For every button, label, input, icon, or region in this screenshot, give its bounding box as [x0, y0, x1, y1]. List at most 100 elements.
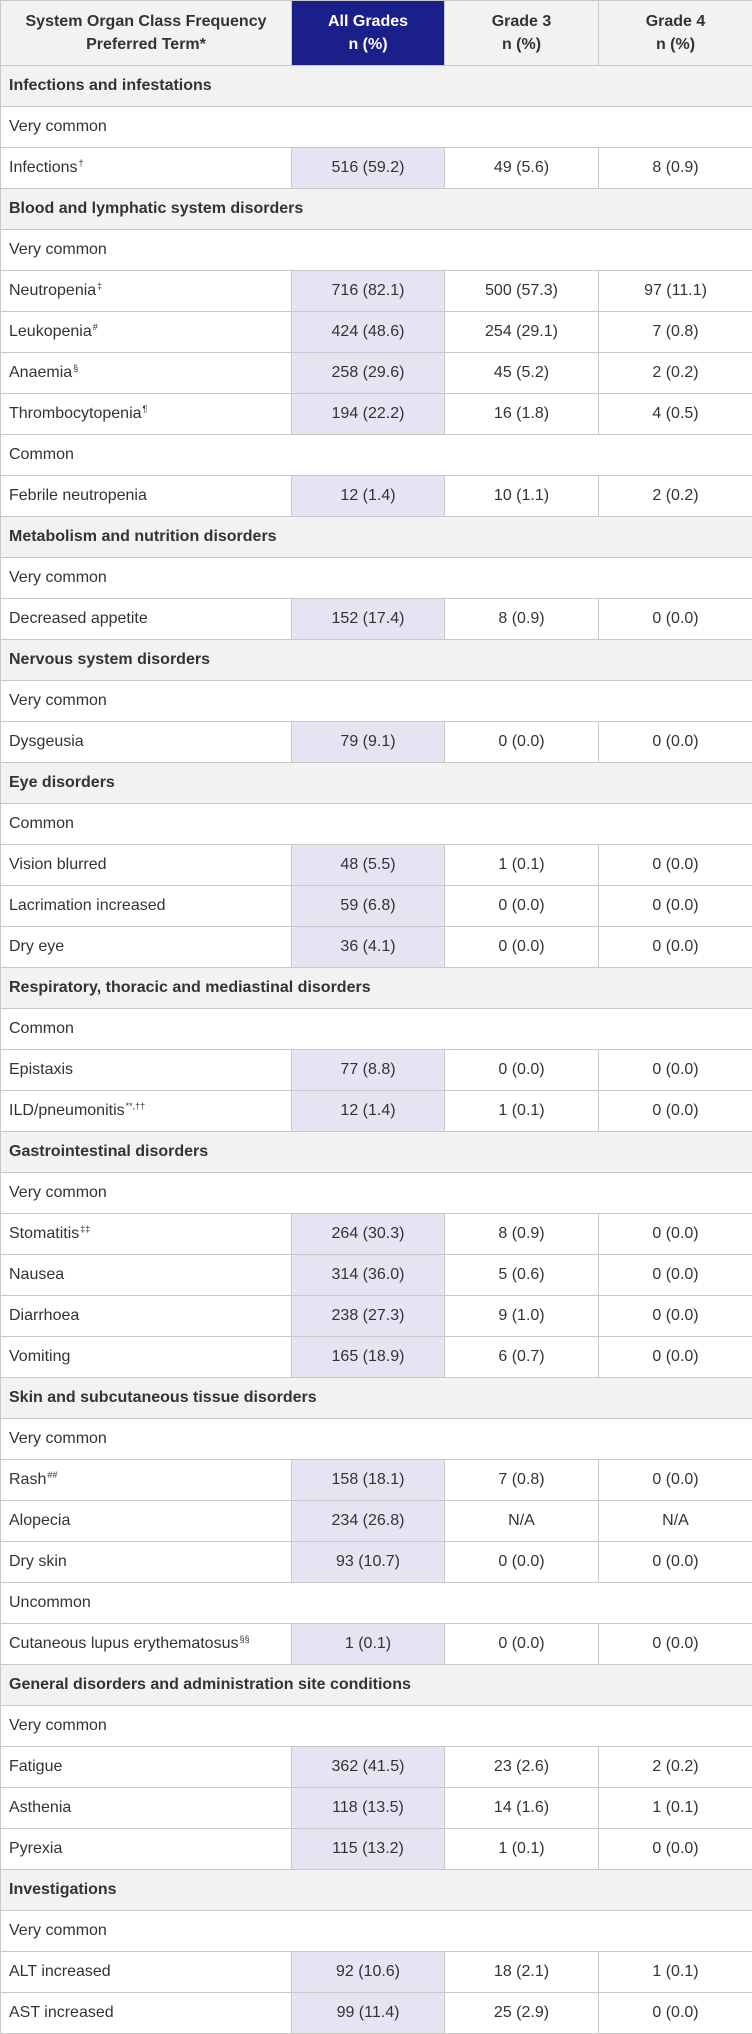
preferred-term: Stomatitis	[9, 1225, 79, 1242]
grade-3-value: 16 (1.8)	[445, 394, 599, 435]
preferred-term-cell: Epistaxis	[1, 1050, 292, 1091]
system-organ-class-row: Eye disorders	[1, 763, 752, 804]
preferred-term-cell: Leukopenia#	[1, 312, 292, 353]
preferred-term-cell: Dry skin	[1, 1542, 292, 1583]
table-row: Febrile neutropenia 12 (1.4)10 (1.1)2 (0.…	[1, 476, 752, 517]
grade-4-value: 0 (0.0)	[599, 1050, 752, 1091]
system-organ-class-label: General disorders and administration sit…	[1, 1665, 752, 1706]
all-grades-value: 258 (29.6)	[292, 353, 445, 394]
preferred-term: AST increased	[9, 2004, 114, 2021]
grade-3-value: 5 (0.6)	[445, 1255, 599, 1296]
frequency-row: Very common	[1, 107, 752, 148]
table-row: Stomatitis‡‡264 (30.3)8 (0.9)0 (0.0)	[1, 1214, 752, 1255]
all-grades-value: 79 (9.1)	[292, 722, 445, 763]
frequency-row: Very common	[1, 230, 752, 271]
grade-4-value: 0 (0.0)	[599, 845, 752, 886]
footnote-marker: †	[78, 158, 83, 168]
footnote-marker: §	[73, 363, 78, 373]
frequency-label: Very common	[1, 681, 752, 722]
frequency-label: Very common	[1, 558, 752, 599]
all-grades-value: 234 (26.8)	[292, 1501, 445, 1542]
grade-3-value: 0 (0.0)	[445, 1624, 599, 1665]
all-grades-value: 12 (1.4)	[292, 476, 445, 517]
preferred-term: ILD/pneumonitis	[9, 1102, 125, 1119]
grade-3-value: 10 (1.1)	[445, 476, 599, 517]
footnote-marker: **,††	[126, 1101, 146, 1111]
preferred-term-cell: Febrile neutropenia	[1, 476, 292, 517]
all-grades-value: 314 (36.0)	[292, 1255, 445, 1296]
header-all-grades: All Grades n (%)	[292, 1, 445, 66]
footnote-marker: ‡	[97, 281, 102, 291]
grade-3-value: 49 (5.6)	[445, 148, 599, 189]
grade-4-value: 2 (0.2)	[599, 476, 752, 517]
grade-4-value: 0 (0.0)	[599, 1542, 752, 1583]
frequency-label: Very common	[1, 1173, 752, 1214]
grade-4-value: 2 (0.2)	[599, 353, 752, 394]
table-row: ILD/pneumonitis**,††12 (1.4)1 (0.1)0 (0.…	[1, 1091, 752, 1132]
grade-4-value: 0 (0.0)	[599, 1624, 752, 1665]
grade-4-value: 1 (0.1)	[599, 1952, 752, 1993]
preferred-term-cell: Asthenia	[1, 1788, 292, 1829]
preferred-term-cell: Nausea	[1, 1255, 292, 1296]
grade-4-value: 0 (0.0)	[599, 1993, 752, 2034]
frequency-label: Very common	[1, 230, 752, 271]
header-term-line1: System Organ Class Frequency	[26, 13, 267, 30]
frequency-label: Common	[1, 435, 752, 476]
frequency-row: Very common	[1, 558, 752, 599]
preferred-term: Dysgeusia	[9, 733, 84, 750]
grade-3-value: 25 (2.9)	[445, 1993, 599, 2034]
preferred-term: Leukopenia	[9, 323, 92, 340]
table-row: Rash##158 (18.1)7 (0.8)0 (0.0)	[1, 1460, 752, 1501]
system-organ-class-label: Blood and lymphatic system disorders	[1, 189, 752, 230]
grade-4-value: 1 (0.1)	[599, 1788, 752, 1829]
preferred-term: Pyrexia	[9, 1840, 62, 1857]
frequency-row: Very common	[1, 681, 752, 722]
system-organ-class-row: Gastrointestinal disorders	[1, 1132, 752, 1173]
system-organ-class-row: Respiratory, thoracic and mediastinal di…	[1, 968, 752, 1009]
footnote-marker: §§	[239, 1634, 249, 1644]
frequency-label: Common	[1, 1009, 752, 1050]
grade-3-value: 8 (0.9)	[445, 1214, 599, 1255]
grade-3-value: 0 (0.0)	[445, 886, 599, 927]
header-grade-3: Grade 3 n (%)	[445, 1, 599, 66]
all-grades-value: 1 (0.1)	[292, 1624, 445, 1665]
all-grades-value: 152 (17.4)	[292, 599, 445, 640]
preferred-term: Lacrimation increased	[9, 897, 166, 914]
frequency-label: Uncommon	[1, 1583, 752, 1624]
grade-4-value: 4 (0.5)	[599, 394, 752, 435]
frequency-row: Common	[1, 1009, 752, 1050]
preferred-term-cell: Dry eye	[1, 927, 292, 968]
preferred-term-cell: ILD/pneumonitis**,††	[1, 1091, 292, 1132]
grade-4-value: 8 (0.9)	[599, 148, 752, 189]
all-grades-value: 77 (8.8)	[292, 1050, 445, 1091]
system-organ-class-label: Skin and subcutaneous tissue disorders	[1, 1378, 752, 1419]
all-grades-value: 59 (6.8)	[292, 886, 445, 927]
grade-4-value: 0 (0.0)	[599, 1829, 752, 1870]
preferred-term: Neutropenia	[9, 282, 96, 299]
all-grades-value: 194 (22.2)	[292, 394, 445, 435]
footnote-marker: ‡‡	[80, 1224, 90, 1234]
preferred-term: Infections	[9, 159, 77, 176]
preferred-term-cell: Diarrhoea	[1, 1296, 292, 1337]
preferred-term: Vision blurred	[9, 856, 107, 873]
grade-4-value: 0 (0.0)	[599, 886, 752, 927]
preferred-term: Febrile neutropenia	[9, 487, 147, 504]
all-grades-value: 92 (10.6)	[292, 1952, 445, 1993]
preferred-term: Diarrhoea	[9, 1307, 79, 1324]
grade-3-value: 8 (0.9)	[445, 599, 599, 640]
frequency-row: Common	[1, 804, 752, 845]
grade-3-value: 254 (29.1)	[445, 312, 599, 353]
table-row: Infections†516 (59.2)49 (5.6)8 (0.9)	[1, 148, 752, 189]
grade-4-value: 0 (0.0)	[599, 1214, 752, 1255]
all-grades-value: 362 (41.5)	[292, 1747, 445, 1788]
frequency-row: Very common	[1, 1419, 752, 1460]
preferred-term-cell: Neutropenia‡	[1, 271, 292, 312]
table-row: Neutropenia‡716 (82.1)500 (57.3)97 (11.1…	[1, 271, 752, 312]
grade-3-value: 0 (0.0)	[445, 927, 599, 968]
header-all-grades-line1: All Grades	[328, 13, 408, 30]
preferred-term-cell: Alopecia	[1, 1501, 292, 1542]
